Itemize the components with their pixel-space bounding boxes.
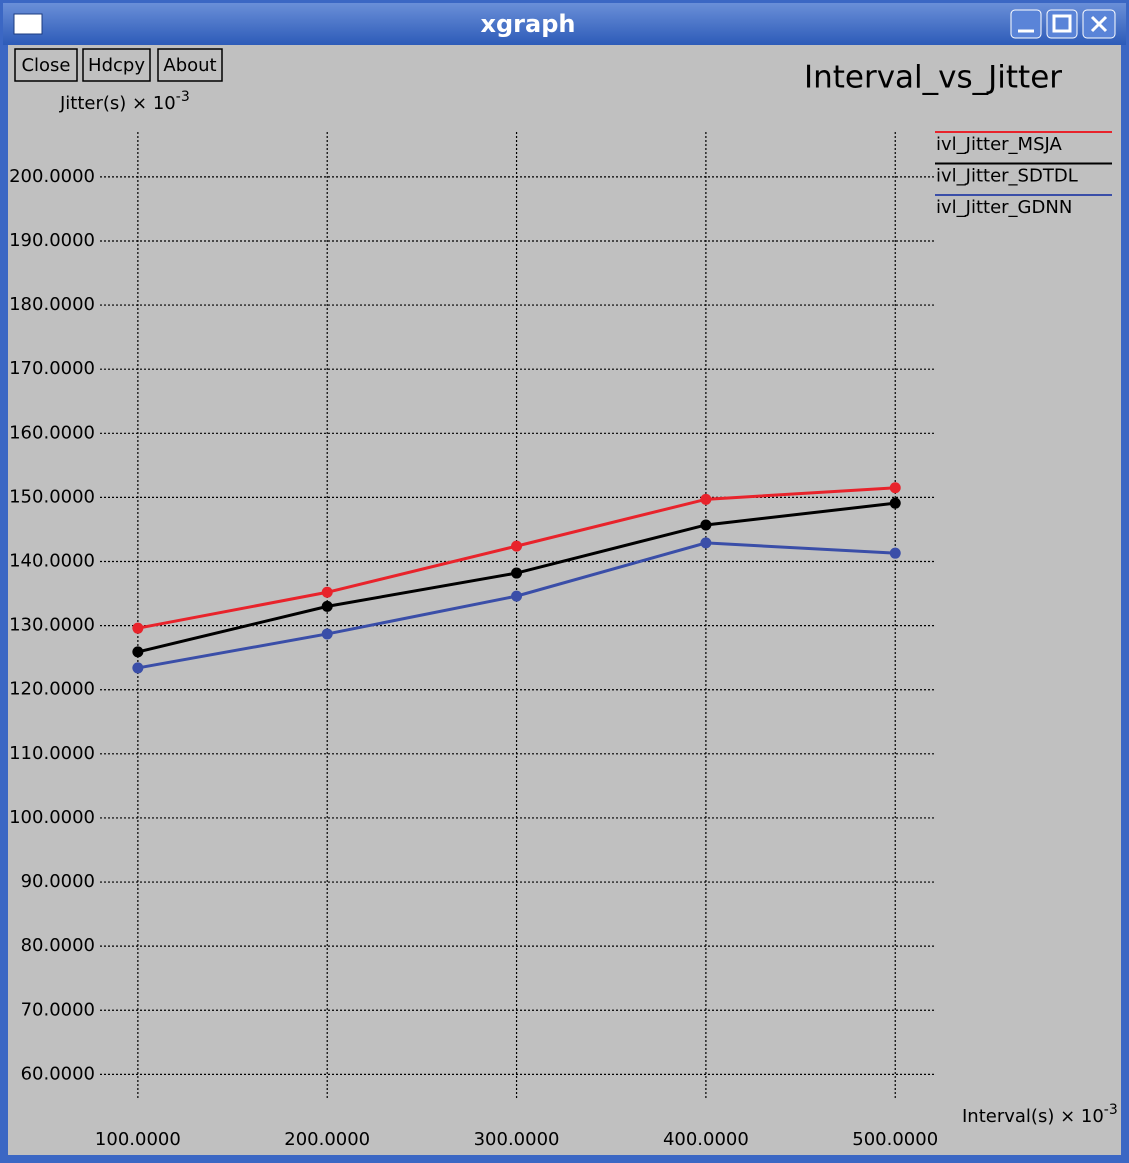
data-point: [132, 646, 144, 658]
y-tick-label: 80.0000: [21, 935, 95, 956]
data-point: [700, 537, 712, 549]
y-tick-label: 110.0000: [9, 743, 95, 764]
y-axis-label-base: Jitter(s) × 10: [59, 93, 176, 114]
maximize-icon: [1052, 14, 1072, 33]
x-axis-label: Interval(s) × 10-3: [962, 1102, 1118, 1127]
data-point: [511, 590, 523, 602]
x-tick-label: 200.0000: [284, 1129, 370, 1150]
x-tick-label: 300.0000: [474, 1129, 560, 1150]
legend-label: ivl_Jitter_SDTDL: [936, 166, 1078, 187]
data-point: [321, 600, 333, 612]
toolbar-button-label[interactable]: About: [163, 55, 216, 76]
toolbar-button-label[interactable]: Hdcpy: [88, 55, 145, 76]
y-tick-label: 130.0000: [9, 615, 95, 636]
y-tick-label: 150.0000: [9, 486, 95, 507]
title-bar: [3, 3, 1126, 45]
data-point: [700, 519, 712, 531]
window-title: xgraph: [481, 10, 576, 38]
data-point: [889, 482, 901, 494]
data-point: [700, 493, 712, 505]
close-icon: [1090, 15, 1108, 33]
x-tick-label: 400.0000: [663, 1129, 749, 1150]
y-tick-label: 90.0000: [21, 871, 95, 892]
maximize-button[interactable]: [1046, 9, 1078, 39]
data-point: [889, 547, 901, 559]
y-tick-label: 180.0000: [9, 294, 95, 315]
y-axis-label: Jitter(s) × 10-3: [59, 89, 190, 114]
y-tick-label: 170.0000: [9, 358, 95, 379]
y-tick-label: 120.0000: [9, 679, 95, 700]
toolbar-button[interactable]: [14, 48, 78, 82]
toolbar-button[interactable]: [157, 48, 223, 82]
y-tick-label: 200.0000: [9, 166, 95, 187]
y-tick-label: 160.0000: [9, 422, 95, 443]
x-axis-label-exponent: -3: [1104, 1102, 1118, 1118]
data-point: [132, 622, 144, 634]
client-area: [8, 45, 1121, 1155]
y-axis-label-exponent: -3: [176, 89, 190, 105]
y-tick-label: 100.0000: [9, 807, 95, 828]
data-point: [321, 586, 333, 598]
window-controls: [1010, 9, 1116, 39]
y-tick-label: 60.0000: [21, 1063, 95, 1084]
legend-label: ivl_Jitter_GDNN: [936, 197, 1072, 218]
data-point: [321, 628, 333, 640]
data-point: [511, 567, 523, 579]
legend-label: ivl_Jitter_MSJA: [936, 134, 1063, 155]
x-axis-label-base: Interval(s) × 10: [962, 1106, 1104, 1127]
y-tick-label: 140.0000: [9, 551, 95, 572]
chart-title: Interval_vs_Jitter: [804, 60, 1062, 96]
x-tick-label: 100.0000: [95, 1129, 181, 1150]
x-tick-label: 500.0000: [852, 1129, 938, 1150]
y-tick-label: 190.0000: [9, 230, 95, 251]
data-point: [889, 497, 901, 509]
window-icon: [13, 13, 43, 35]
y-tick-label: 70.0000: [21, 999, 95, 1020]
minimize-button[interactable]: [1010, 9, 1042, 39]
toolbar-button[interactable]: [82, 48, 151, 82]
toolbar-button-label[interactable]: Close: [21, 55, 70, 76]
data-point: [511, 540, 523, 552]
data-point: [132, 662, 144, 674]
